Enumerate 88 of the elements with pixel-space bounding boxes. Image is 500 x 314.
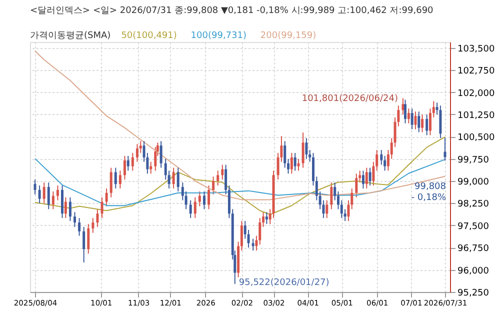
candlestick — [56, 184, 59, 201]
candlestick — [216, 170, 220, 186]
y-tick-label: 99,750 — [458, 155, 490, 166]
candlestick — [154, 146, 157, 172]
annotation: 99,808 - 0,18% — [411, 182, 446, 203]
candlestick — [47, 182, 50, 210]
candlestick — [418, 111, 420, 133]
y-tick-label: 100,500 — [458, 133, 495, 144]
candlestick — [247, 229, 250, 248]
candlestick — [68, 196, 72, 222]
candlestick — [421, 114, 424, 133]
y-tick-label: 95,250 — [458, 288, 490, 298]
y-tick-label: 99,000 — [458, 178, 490, 188]
candlestick — [184, 190, 188, 210]
candlestick — [52, 190, 54, 210]
annotation: 95,522(2026/01/27) — [238, 278, 330, 288]
candlestick — [365, 167, 368, 189]
line-series — [34, 158, 446, 206]
line-series — [34, 50, 446, 200]
candlestick — [208, 184, 210, 210]
candlestick — [297, 158, 300, 172]
candlestick — [368, 167, 372, 186]
candlestick — [131, 152, 134, 172]
candlestick — [123, 155, 126, 180]
candlestick — [87, 223, 90, 254]
candlestick — [136, 144, 138, 162]
candlestick — [176, 167, 180, 192]
candlestick — [221, 164, 224, 180]
text: 200(99,159) — [260, 31, 316, 41]
candlestick — [64, 196, 67, 219]
candlestick — [212, 176, 215, 195]
candlestick — [34, 179, 36, 195]
candlestick — [74, 212, 76, 228]
y-tick-label: 97,500 — [458, 222, 490, 232]
y-tick-label: 96,750 — [458, 244, 490, 254]
candlestick — [404, 99, 406, 124]
candlestick — [340, 200, 343, 219]
candlestick — [172, 167, 175, 189]
candlestick — [96, 208, 99, 228]
candlestick — [380, 149, 383, 166]
candlestick — [362, 170, 364, 189]
chart-title: <달러인덱스> <일> 2026/07/31 종:99,808 ▼0,181 -0,18% 시:99,989 고:100,462 저:99,690 — [30, 6, 434, 16]
candlestick — [252, 238, 254, 252]
candlestick — [105, 188, 108, 207]
candlestick — [330, 182, 333, 210]
candlestick — [284, 140, 286, 168]
y-tick-label: 102,000 — [458, 88, 495, 99]
candlestick — [265, 212, 268, 224]
annotation: 101,801(2026/06/24) — [302, 94, 398, 104]
candlestick — [118, 170, 122, 189]
y-tick-label: 102,750 — [458, 66, 495, 77]
candlestick — [290, 152, 293, 174]
candlestick — [194, 196, 196, 219]
candlestick — [110, 167, 112, 198]
candlestick — [414, 111, 417, 130]
candlestick — [326, 200, 328, 219]
candlestick — [139, 140, 142, 154]
candlestick — [355, 173, 358, 198]
candlestick — [439, 105, 442, 139]
candlestick — [302, 132, 304, 168]
candlestick — [402, 98, 404, 115]
y-tick-label: 103,500 — [458, 44, 495, 54]
candlestick — [82, 226, 86, 263]
candlestick — [410, 108, 414, 130]
candlestick — [61, 184, 64, 219]
candlestick — [92, 218, 94, 234]
candlestick — [42, 182, 46, 204]
y-tick-label: 98,250 — [458, 200, 490, 210]
text: 50(100,491) — [121, 31, 177, 41]
legend-title: 가격이동평균(SMA) — [30, 31, 111, 41]
candlestick — [114, 167, 117, 189]
candlestick — [126, 155, 130, 172]
candlestick — [305, 138, 308, 160]
y-tick-label: 96,000 — [458, 266, 490, 276]
candlestick — [294, 152, 296, 172]
candlestick — [160, 140, 162, 168]
candlestick — [202, 190, 206, 210]
text: 100(99,731) — [190, 31, 247, 41]
candlestick — [198, 190, 201, 207]
candlestick — [100, 196, 104, 219]
candlestick — [407, 108, 410, 124]
candlestick — [38, 184, 41, 204]
candlestick — [189, 200, 192, 219]
candlestick — [344, 208, 346, 222]
candlestick — [444, 137, 446, 162]
candlestick — [426, 114, 428, 136]
y-tick-label: 101,250 — [458, 110, 495, 121]
candlestick — [78, 218, 81, 236]
